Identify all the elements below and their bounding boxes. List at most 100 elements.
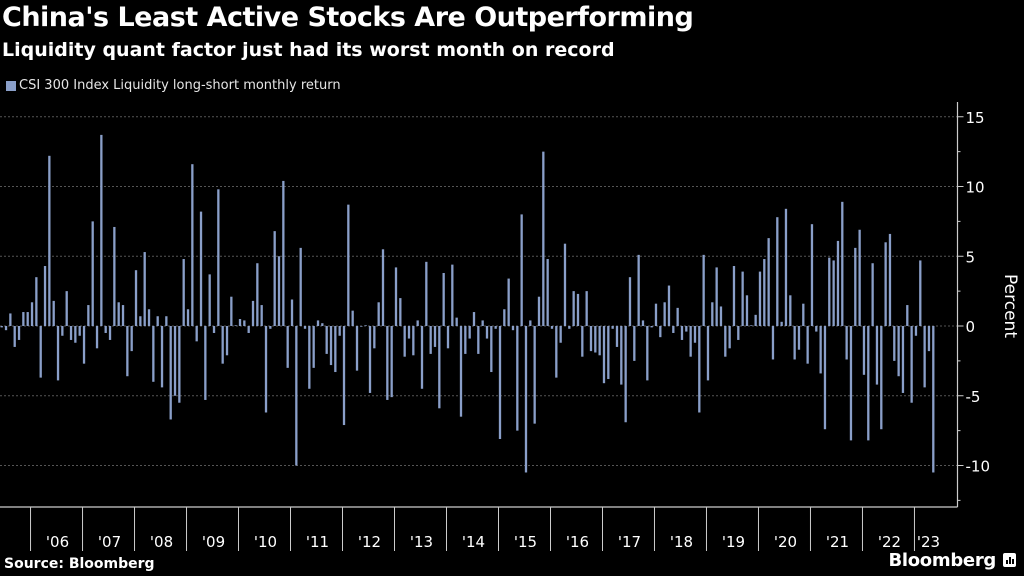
x-tick-label: '14: [462, 533, 485, 551]
bar: [69, 326, 73, 340]
bar: [828, 257, 831, 326]
bar: [412, 326, 415, 356]
bar: [30, 302, 34, 326]
bar: [13, 326, 16, 347]
bar: [399, 298, 402, 326]
bar: [706, 326, 710, 381]
bar: [719, 306, 723, 326]
bar: [191, 164, 194, 326]
bar: [858, 229, 861, 326]
bar: [490, 326, 493, 373]
bar: [650, 326, 653, 328]
bar: [139, 316, 142, 326]
bar: [914, 326, 918, 336]
x-tick-label: '17: [618, 533, 641, 551]
x-tick-label: '21: [826, 533, 849, 551]
bar: [763, 259, 766, 326]
bar: [78, 326, 81, 336]
bar: [906, 305, 909, 326]
bar: [329, 326, 333, 366]
bar: [403, 326, 406, 357]
bar: [893, 326, 896, 361]
bar: [48, 155, 51, 326]
bar: [598, 326, 601, 356]
y-tick-label: -10: [966, 458, 991, 476]
bar: [667, 285, 671, 326]
bar: [533, 326, 536, 424]
bar: [407, 326, 411, 339]
bar: [438, 326, 441, 409]
bar: [815, 326, 818, 332]
bar: [303, 326, 307, 329]
bar: [750, 325, 753, 326]
bar: [568, 326, 571, 329]
bar: [615, 326, 619, 347]
bar: [771, 326, 775, 360]
bar: [780, 321, 783, 326]
bar: [277, 256, 281, 326]
legend-swatch: [6, 80, 16, 91]
y-axis-label: Percent: [1000, 274, 1020, 338]
bar: [156, 316, 159, 326]
bar: [862, 326, 866, 375]
bar: [52, 300, 55, 326]
x-tick-label: '18: [670, 533, 693, 551]
bar: [836, 240, 840, 326]
bar: [767, 238, 770, 326]
bar: [589, 326, 593, 352]
x-tick-label: '15: [514, 533, 537, 551]
bar: [784, 208, 788, 326]
bar: [702, 254, 705, 326]
bar: [186, 309, 190, 326]
bar: [377, 302, 380, 326]
bar: [26, 312, 29, 326]
bar: [364, 325, 367, 326]
bar: [737, 326, 740, 340]
bar: [247, 326, 250, 333]
bar: [823, 326, 827, 430]
bar: [693, 326, 697, 343]
bar: [147, 309, 151, 326]
bar: [468, 326, 471, 339]
bar: [498, 326, 502, 439]
bar: [299, 247, 302, 326]
bar: [576, 293, 580, 326]
x-tick-label: '11: [306, 533, 329, 551]
bar: [446, 326, 450, 349]
bar: [802, 303, 805, 326]
bar: [745, 295, 749, 326]
bloomberg-logo: Bloomberg: [888, 550, 996, 571]
bar: [867, 326, 870, 441]
bar: [724, 326, 727, 357]
bar: [295, 326, 298, 466]
bar: [516, 326, 519, 431]
bar: [316, 320, 320, 326]
bar: [342, 326, 346, 426]
bar: [845, 326, 848, 360]
bar: [160, 326, 164, 388]
bar: [390, 326, 393, 398]
bar: [290, 299, 294, 326]
x-tick-label: '22: [878, 533, 901, 551]
bar: [810, 224, 814, 326]
y-tick-label: 10: [966, 179, 985, 197]
x-tick-label: '16: [566, 533, 589, 551]
bar: [221, 326, 224, 364]
legend-label: CSI 300 Index Liquidity long-short month…: [19, 78, 341, 93]
bar: [689, 326, 692, 357]
bar: [433, 326, 437, 347]
bar: [256, 263, 259, 326]
bar: [511, 326, 515, 331]
bar: [264, 326, 268, 413]
bar: [494, 326, 497, 329]
bar: [672, 326, 675, 333]
bar: [234, 325, 237, 326]
bar: [91, 221, 94, 327]
bar: [381, 249, 385, 326]
bar: [754, 314, 757, 326]
x-tick-label: '20: [774, 533, 797, 551]
bar: [910, 326, 913, 403]
bar: [442, 272, 445, 326]
bar: [555, 326, 558, 378]
